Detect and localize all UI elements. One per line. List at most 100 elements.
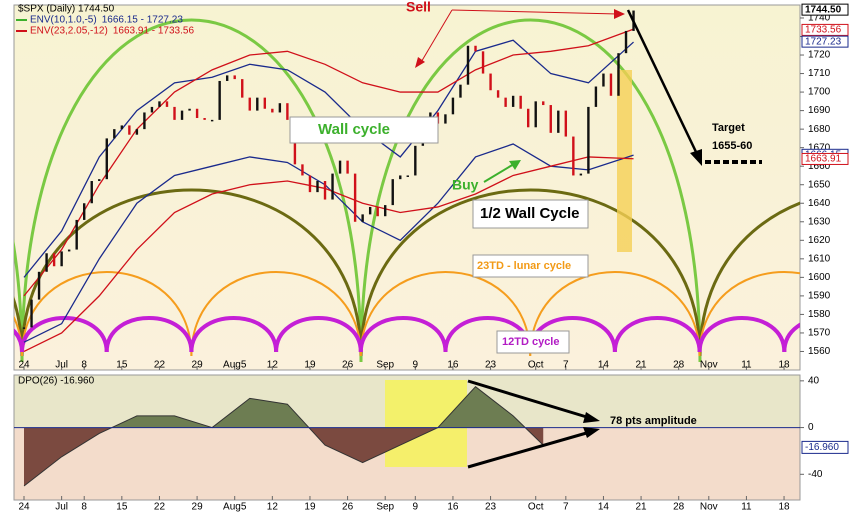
x-tick-label: 19 [304, 360, 316, 371]
cycle-arc [20, 18, 363, 363]
x-tick-label: 18 [778, 502, 790, 513]
x-tick-label: 11 [741, 360, 752, 371]
legend-values: 1666.15 - 1727.23 [102, 15, 184, 26]
x-tick-label: 12 [267, 360, 279, 371]
arrow-head [583, 412, 600, 423]
arrow-head [415, 57, 425, 68]
buy-label: Buy [452, 177, 479, 193]
candle [511, 95, 515, 107]
candle [113, 129, 116, 139]
candle [368, 206, 372, 215]
y-tick-label: 40 [808, 375, 820, 386]
candle [376, 206, 379, 217]
x-tick-label: 11 [741, 502, 752, 513]
cycle-arc [612, 316, 702, 353]
x-tick-label: 23 [485, 360, 497, 371]
candle [391, 179, 394, 206]
price-label-box [801, 23, 849, 36]
x-tick-label: 29 [192, 360, 204, 371]
cycle-arc [697, 316, 787, 353]
x-tick-label: Nov [700, 502, 718, 513]
y-tick-label: -40 [808, 469, 823, 480]
short-box [496, 330, 570, 354]
candle [609, 73, 613, 96]
candle [316, 181, 319, 193]
x-tick-label: 29 [192, 502, 204, 513]
half-wall-label: 1/2 Wall Cycle [480, 205, 580, 222]
candle [128, 125, 131, 135]
x-tick-label: 8 [81, 502, 87, 513]
candle [301, 164, 304, 176]
lunar-label: 23TD - lunar cycle [477, 260, 571, 272]
candle [241, 79, 244, 98]
candle [579, 173, 583, 176]
candle [45, 253, 48, 272]
cycle-arc [189, 316, 279, 353]
candle [534, 101, 537, 128]
y-tick-label: 1710 [808, 68, 831, 79]
dpo-panel-frame [13, 374, 801, 501]
price-label: 1744.50 [805, 4, 842, 15]
x-tick-label: 12 [267, 502, 279, 513]
candle [481, 51, 485, 74]
candle [173, 106, 176, 120]
candle [203, 118, 206, 120]
candle [143, 112, 146, 130]
x-tick-label: 22 [154, 360, 166, 371]
x-tick-label: 26 [342, 360, 354, 371]
y-tick-label: 1650 [808, 179, 831, 190]
candle [135, 129, 139, 135]
dpo-area-positive [24, 386, 544, 428]
candle [180, 110, 184, 120]
sell-label: Sell [406, 0, 431, 15]
half-wall-box [472, 199, 589, 229]
candle [165, 101, 169, 107]
candle [474, 45, 477, 52]
candle [496, 90, 500, 98]
price-panel [13, 4, 801, 371]
target-range: 1655-60 [712, 140, 752, 152]
candle [210, 119, 214, 122]
y-tick-label: 1740 [808, 13, 831, 24]
x-tick-label: 9 [413, 360, 419, 371]
candle [519, 95, 522, 109]
candle [90, 181, 93, 204]
candle [30, 299, 33, 328]
candle [489, 73, 492, 91]
sell-line [419, 9, 453, 65]
candle [624, 30, 628, 54]
x-tick-label: 21 [636, 360, 648, 371]
candle [278, 103, 282, 113]
candle [105, 138, 108, 180]
candle [248, 97, 251, 111]
candle [256, 97, 259, 111]
x-tick-label: 7 [563, 360, 569, 371]
y-tick-label: 1590 [808, 291, 831, 302]
last-label: -16.960 [805, 442, 839, 453]
lunar-box [472, 254, 589, 278]
arrow-head [583, 427, 600, 438]
x-tick-label: 22 [154, 502, 166, 513]
cycle-arc [359, 271, 532, 357]
x-tick-label: 28 [673, 360, 685, 371]
candle [406, 175, 409, 177]
arrow-head [614, 9, 625, 19]
candle [444, 114, 447, 124]
candle [617, 53, 620, 96]
price-label-box [801, 35, 849, 48]
legend-name: ENV(23,2.05,-12) [30, 26, 108, 37]
envelope-line [23, 39, 634, 278]
candle [504, 97, 507, 107]
price-label-box [801, 3, 849, 16]
candle [218, 80, 221, 120]
y-tick-label: 1560 [808, 346, 831, 357]
candle [338, 160, 342, 174]
candle [233, 75, 236, 80]
wall-box [289, 116, 439, 144]
x-tick-label: 15 [116, 502, 128, 513]
x-tick-label: Aug5 [223, 502, 247, 513]
x-tick-label: Oct [528, 360, 544, 371]
x-tick-label: Nov [700, 360, 718, 371]
x-tick-label: 14 [598, 502, 610, 513]
candle [384, 205, 387, 217]
